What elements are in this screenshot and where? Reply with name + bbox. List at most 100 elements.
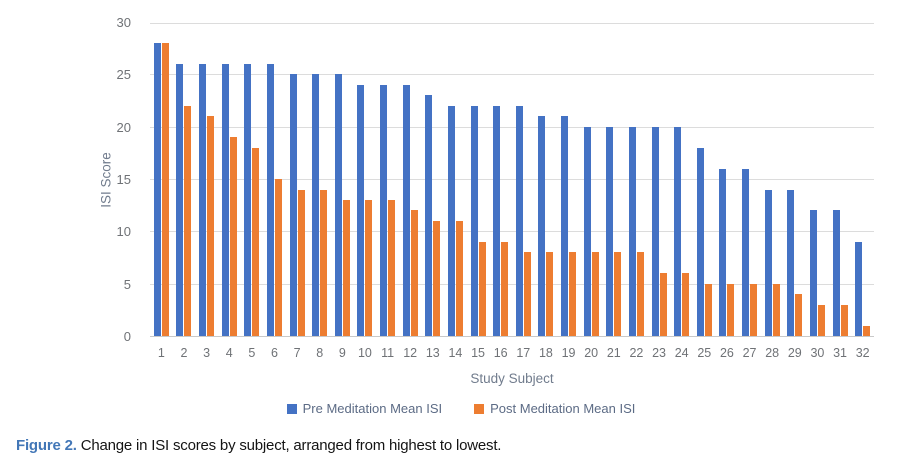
y-tick-label: 5 xyxy=(123,277,131,292)
post-meditation-bar xyxy=(365,199,373,336)
x-tick-label: 8 xyxy=(316,346,324,360)
legend-label: Post Meditation Mean ISI xyxy=(490,401,636,416)
bar-group xyxy=(512,23,535,336)
y-tick-label: 10 xyxy=(116,224,131,239)
x-tick-label: 14 xyxy=(448,346,463,360)
gridline xyxy=(150,284,874,285)
bar-group xyxy=(444,23,467,336)
x-tick-label: 4 xyxy=(225,346,233,360)
post-meditation-bar xyxy=(478,241,486,336)
pre-meditation-bar xyxy=(199,63,207,336)
y-tick-label: 30 xyxy=(116,15,131,30)
gridline xyxy=(150,231,874,232)
legend-swatch xyxy=(474,403,485,414)
bar-group xyxy=(738,23,761,336)
bar-group xyxy=(580,23,603,336)
bar-group xyxy=(150,23,173,336)
x-tick-label: 9 xyxy=(338,346,346,360)
x-tick-label: 16 xyxy=(493,346,508,360)
x-tick-label: 23 xyxy=(652,346,667,360)
pre-meditation-bar xyxy=(493,105,501,336)
pre-meditation-bar xyxy=(266,63,274,336)
y-axis-tick-labels: 0 5 10 15 20 25 30 xyxy=(0,15,131,344)
pre-meditation-bar xyxy=(244,63,252,336)
legend-label: Pre Meditation Mean ISI xyxy=(302,401,443,416)
post-meditation-bar xyxy=(207,116,215,336)
x-tick-label: 26 xyxy=(719,346,734,360)
pre-meditation-bar xyxy=(538,116,546,336)
y-tick-label: 15 xyxy=(116,172,131,187)
pre-meditation-bar xyxy=(787,189,795,336)
pre-meditation-bar xyxy=(719,168,727,336)
bar-group xyxy=(173,23,196,336)
x-tick-label: 2 xyxy=(180,346,188,360)
pre-meditation-bar xyxy=(674,126,682,336)
pre-meditation-bar xyxy=(425,95,433,336)
x-tick-label: 30 xyxy=(810,346,825,360)
x-tick-label: 5 xyxy=(248,346,256,360)
pre-meditation-bar xyxy=(628,126,636,336)
legend-item: Pre Meditation Mean ISI xyxy=(286,401,443,416)
pre-meditation-bar xyxy=(696,147,704,336)
post-meditation-bar xyxy=(636,252,644,336)
x-tick-label: 10 xyxy=(357,346,372,360)
pre-meditation-bar xyxy=(515,105,523,336)
pre-meditation-bar xyxy=(855,241,863,336)
figure-caption: Figure 2. Change in ISI scores by subject… xyxy=(16,437,501,454)
post-meditation-bar xyxy=(501,241,509,336)
y-tick-label: 20 xyxy=(116,120,131,135)
pre-meditation-bar xyxy=(334,74,342,336)
post-meditation-bar xyxy=(523,252,531,336)
pre-meditation-bar xyxy=(832,210,840,336)
bar-group xyxy=(489,23,512,336)
pre-meditation-bar xyxy=(809,210,817,336)
bar-group xyxy=(241,23,264,336)
bar-group xyxy=(829,23,852,336)
y-tick-label: 25 xyxy=(116,67,131,82)
bar-group xyxy=(331,23,354,336)
x-tick-label: 28 xyxy=(765,346,780,360)
post-meditation-bar xyxy=(320,189,328,336)
pre-meditation-bar xyxy=(289,74,297,336)
post-meditation-bar xyxy=(863,325,871,336)
x-tick-label: 27 xyxy=(742,346,757,360)
post-meditation-bar xyxy=(184,105,192,336)
bar-group xyxy=(784,23,807,336)
x-tick-label: 31 xyxy=(833,346,848,360)
x-tick-label: 21 xyxy=(606,346,621,360)
x-tick-label: 6 xyxy=(270,346,278,360)
bar-group xyxy=(195,23,218,336)
post-meditation-bar xyxy=(659,273,667,336)
bar-group xyxy=(761,23,784,336)
pre-meditation-bar xyxy=(221,63,229,336)
legend-item: Post Meditation Mean ISI xyxy=(474,401,635,416)
post-meditation-bar xyxy=(795,294,803,336)
x-tick-label: 18 xyxy=(538,346,553,360)
post-meditation-bar xyxy=(229,137,237,336)
pre-meditation-bar xyxy=(470,105,478,336)
bar-group xyxy=(670,23,693,336)
x-tick-label: 29 xyxy=(787,346,802,360)
bars-container xyxy=(150,23,874,336)
bar-group xyxy=(467,23,490,336)
bar-group xyxy=(308,23,331,336)
x-axis-title: Study Subject xyxy=(470,371,554,386)
bar-group xyxy=(422,23,445,336)
pre-meditation-bar xyxy=(606,126,614,336)
x-tick-label: 17 xyxy=(516,346,531,360)
x-tick-label: 7 xyxy=(293,346,301,360)
post-meditation-bar xyxy=(772,283,780,336)
x-tick-label: 24 xyxy=(674,346,689,360)
gridline xyxy=(150,179,874,180)
pre-meditation-bar xyxy=(153,42,161,336)
isi-bar-chart: ISI Score 0 5 10 15 20 25 30 1 2 3 4 5 6 7 8 9 10 11 12 13… xyxy=(0,15,874,416)
post-meditation-bar xyxy=(388,199,396,336)
pre-meditation-bar xyxy=(380,84,388,336)
pre-meditation-bar xyxy=(402,84,410,336)
x-tick-label: 3 xyxy=(203,346,211,360)
bar-group xyxy=(376,23,399,336)
gridline xyxy=(150,127,874,128)
post-meditation-bar xyxy=(682,273,690,336)
x-tick-label: 20 xyxy=(584,346,599,360)
post-meditation-bar xyxy=(569,252,577,336)
